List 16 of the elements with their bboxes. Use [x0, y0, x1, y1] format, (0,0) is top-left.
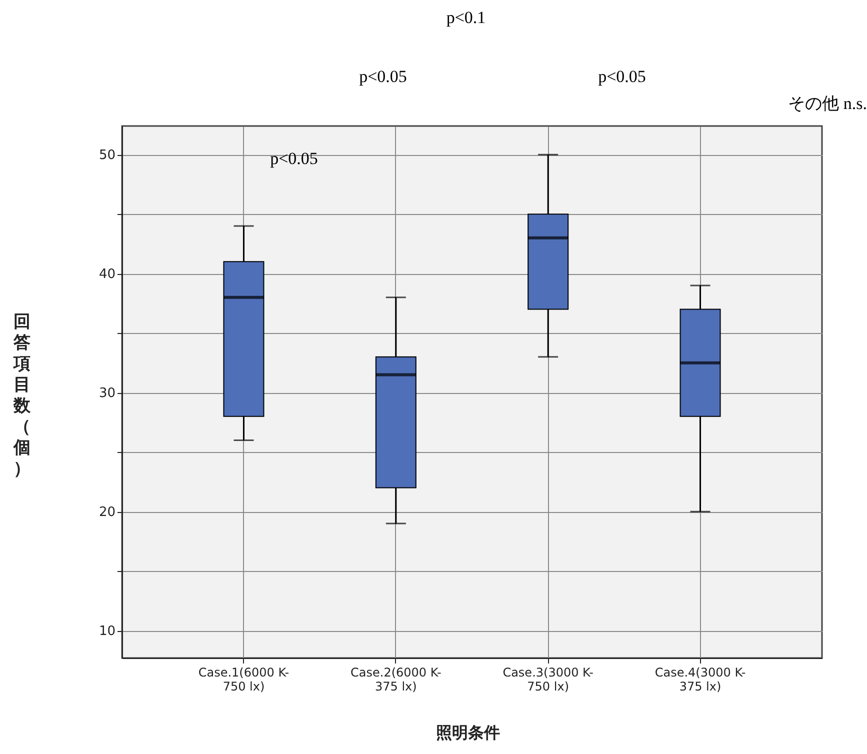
text: p<0.05 — [359, 67, 407, 86]
x-tick-label: Case.3(3000 K-750 lx) — [502, 666, 594, 694]
y-axis-title: 回答項目数（個） — [12, 312, 32, 479]
y-tick-label: 30 — [98, 386, 116, 402]
x-tick-label: Case.2(6000 K-375 lx) — [350, 666, 442, 694]
y-tick-label: 10 — [98, 624, 116, 640]
y-tick-label: 20 — [98, 505, 116, 520]
x-axis-title: 照明条件 — [436, 723, 500, 742]
text: その他 n.s. — [788, 94, 867, 113]
text: p<0.05 — [598, 67, 646, 86]
text: p<0.1 — [446, 8, 486, 27]
y-tick-label: 50 — [98, 148, 116, 164]
annotation: p<0.05 — [270, 149, 318, 168]
y-tick-label: 40 — [98, 267, 116, 282]
x-tick-label: Case.1(6000 K-750 lx) — [198, 666, 290, 694]
x-tick-label: Case.4(3000 K-375 lx) — [654, 666, 746, 694]
